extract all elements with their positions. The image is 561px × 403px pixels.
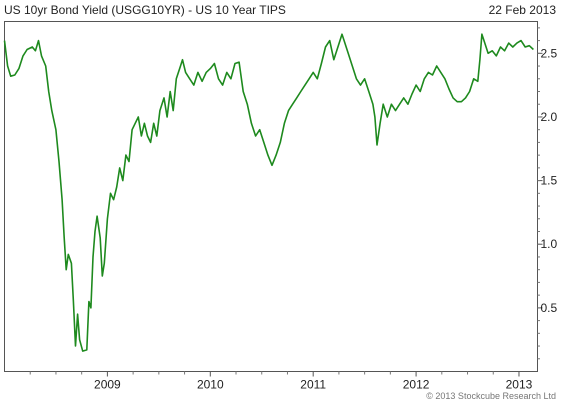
y-tick-label-2.5: 2.5 — [541, 46, 558, 60]
x-tick-label-2009: 2009 — [94, 378, 121, 392]
y-tick-label-2.0: 2.0 — [541, 110, 558, 124]
copyright-note: © 2013 Stockcube Research Ltd — [426, 391, 556, 401]
chart-date: 22 Feb 2013 — [489, 3, 557, 17]
y-tick-label-0.5: 0.5 — [541, 301, 558, 315]
series-line-0 — [3, 33, 534, 352]
x-tick-label-2012: 2012 — [403, 378, 430, 392]
y-axis: 0.5 1.0 1.5 2.0 2.5 — [537, 27, 558, 360]
series-line-group — [3, 33, 534, 352]
x-axis: 2009 2010 2011 2012 2013 — [29, 371, 533, 392]
x-tick-label-2010: 2010 — [197, 378, 224, 392]
chart-title: US 10yr Bond Yield (USGG10YR) - US 10 Ye… — [4, 3, 286, 17]
plot-area-frame — [4, 21, 538, 372]
x-tick-label-2011: 2011 — [300, 378, 326, 392]
y-tick-label-1.5: 1.5 — [541, 174, 558, 188]
x-tick-label-2013: 2013 — [506, 378, 533, 392]
y-tick-label-1.0: 1.0 — [541, 237, 558, 251]
